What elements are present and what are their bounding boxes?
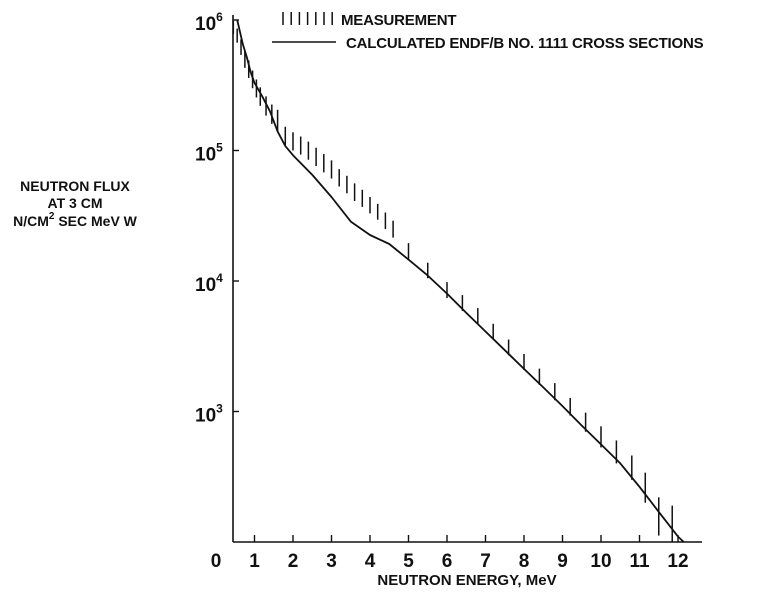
x-tick-label: 12 [667, 551, 688, 572]
x-ticks: 0 1 2 3 4 5 6 7 8 9 10 11 12 [211, 535, 689, 572]
legend-calculated-label: CALCULATED ENDF/B NO. 1111 CROSS SECTION… [346, 35, 704, 52]
series-calculated [236, 19, 685, 543]
x-tick-label: 5 [403, 551, 414, 572]
x-tick-label: 8 [519, 551, 530, 572]
y-axis-title: NEUTRON FLUX AT 3 CM N/CM2 SEC MeV W [13, 178, 138, 229]
x-axis-title: NEUTRON ENERGY, MeV [377, 572, 556, 589]
y-tick-label: 104 [195, 271, 223, 296]
y-axis-title-line-3: N/CM2 SEC MeV W [13, 211, 138, 229]
y-tick-label: 103 [195, 402, 223, 427]
y-tick-label: 105 [195, 141, 223, 166]
y-axis-title-line-2: AT 3 CM [48, 195, 103, 211]
axes [232, 15, 702, 543]
x-tick-label: 1 [249, 551, 260, 572]
x-tick-label: 3 [326, 551, 337, 572]
x-tick-label: 9 [557, 551, 568, 572]
legend: MEASUREMENT CALCULATED ENDF/B NO. 1111 C… [272, 12, 704, 52]
y-ticks: 103 104 105 106 [195, 10, 239, 427]
x-tick-label: 0 [211, 551, 222, 572]
x-tick-label: 10 [590, 551, 611, 572]
legend-measurement-label: MEASUREMENT [341, 12, 456, 29]
x-tick-label: 2 [288, 551, 299, 572]
calculated-curve [236, 19, 685, 543]
x-tick-label: 11 [629, 551, 650, 572]
y-tick-label: 106 [195, 10, 223, 35]
legend-measurement-symbol [282, 12, 333, 25]
x-tick-label: 7 [480, 551, 491, 572]
series-measurement [232, 20, 673, 542]
y-axis-title-line-1: NEUTRON FLUX [20, 178, 130, 194]
x-tick-label: 4 [365, 551, 376, 572]
x-tick-label: 6 [442, 551, 453, 572]
